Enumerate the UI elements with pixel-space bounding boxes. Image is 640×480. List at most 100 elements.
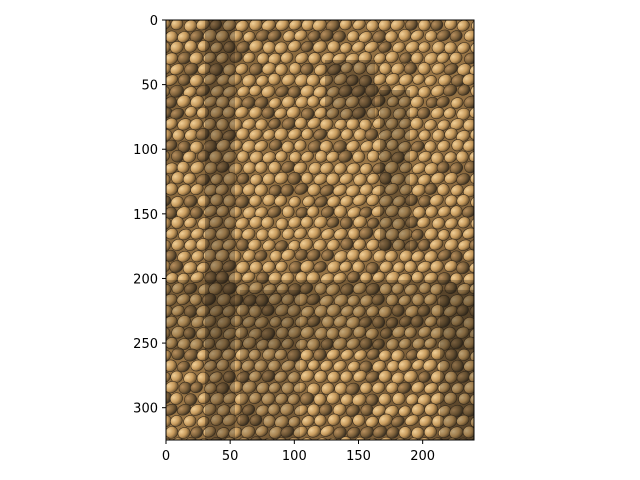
scale-cell (358, 226, 374, 240)
scale-cell (404, 129, 419, 141)
scale-cell (209, 193, 224, 207)
scale-cell (235, 348, 250, 361)
scale-cell (438, 74, 452, 87)
scale-cell (171, 149, 185, 163)
image-frame (165, 19, 475, 441)
scale-cell (339, 172, 354, 185)
scale-cell (176, 94, 191, 108)
scale-cell (333, 162, 347, 175)
scale-cell (300, 40, 314, 53)
scale-cell (326, 127, 341, 141)
scale-cell (326, 348, 341, 361)
scale-cell (333, 73, 348, 85)
scale-cell (248, 370, 262, 383)
scale-cell (474, 93, 491, 109)
scale-cell (326, 216, 340, 228)
scale-cell (404, 326, 417, 339)
scale-cell (365, 438, 379, 440)
scale-cell (242, 316, 257, 328)
scale-cell (313, 215, 328, 229)
scale-cell (248, 128, 263, 141)
scale-cell (444, 172, 458, 185)
scale-cell (189, 30, 204, 43)
scale-cell (353, 215, 367, 229)
scale-cell (456, 42, 471, 54)
scale-cell (352, 282, 367, 295)
scale-cell (332, 272, 347, 284)
y-tick-label: 100 (133, 143, 158, 158)
scale-cell (371, 95, 386, 108)
scale-cell (436, 96, 450, 108)
scale-cell (417, 62, 431, 75)
scale-cell (177, 250, 191, 263)
scale-cell (352, 325, 367, 339)
scale-cell (241, 359, 255, 372)
scale-cell (197, 194, 211, 208)
scale-cell (150, 292, 167, 308)
scale-cell (236, 173, 250, 185)
scale-cell (474, 381, 491, 397)
scale-cell (184, 40, 198, 53)
scale-cell (436, 52, 450, 64)
scale-cell (229, 206, 243, 219)
scale-cell (456, 107, 471, 121)
scale-cell (431, 62, 446, 75)
scale-cell (320, 52, 335, 65)
scale-cell (385, 51, 399, 64)
scale-cell (339, 20, 353, 31)
scale-cell (340, 237, 354, 251)
scale-cell (417, 260, 432, 273)
scale-cell (313, 261, 327, 273)
scale-cell (202, 337, 216, 350)
scale-cell (307, 425, 322, 438)
scale-cell (358, 249, 373, 262)
scale-cell (418, 415, 433, 428)
scale-cell (378, 150, 392, 162)
scale-cell (366, 150, 380, 163)
scale-cell (268, 271, 283, 285)
scale-cell (332, 337, 348, 351)
scale-cell (209, 216, 224, 229)
scale-cell (379, 194, 393, 207)
scale-cell (474, 249, 490, 264)
scale-cell (242, 336, 257, 350)
scale-cell (166, 305, 173, 318)
scale-cell (306, 205, 320, 218)
scale-cell (202, 51, 217, 64)
scale-cell (190, 95, 205, 109)
scale-cell (293, 29, 308, 42)
scale-cell (216, 161, 230, 173)
scale-cell (365, 20, 379, 33)
scale-cell (378, 305, 392, 319)
scale-cell (379, 171, 393, 185)
scale-cell (359, 183, 374, 196)
scale-cell (430, 326, 445, 340)
scale-cell (189, 403, 204, 416)
scale-cell (378, 20, 392, 32)
scale-cell (430, 283, 444, 296)
scale-cell (267, 73, 281, 86)
scale-cell (391, 415, 405, 428)
scale-cell (397, 141, 412, 153)
scale-cell (287, 85, 302, 99)
scale-cell (463, 359, 474, 372)
scale-cell (261, 106, 275, 119)
scale-cell (255, 29, 270, 42)
scale-cell (424, 140, 437, 153)
scale-cell (340, 393, 354, 406)
scale-cell (390, 20, 405, 31)
scale-cell (425, 205, 438, 218)
scale-cell (405, 106, 419, 119)
scale-cell (221, 348, 236, 361)
scale-cell (398, 338, 412, 350)
scale-cell (195, 84, 210, 97)
scale-cell (332, 30, 346, 43)
scale-cell (333, 228, 348, 241)
scale-cell (229, 294, 244, 307)
scale-cell (397, 381, 412, 394)
scale-cell (150, 314, 166, 329)
scale-cell (300, 216, 314, 229)
scale-cell (262, 193, 276, 207)
scale-cell (314, 63, 328, 76)
scale-cell (359, 337, 373, 350)
